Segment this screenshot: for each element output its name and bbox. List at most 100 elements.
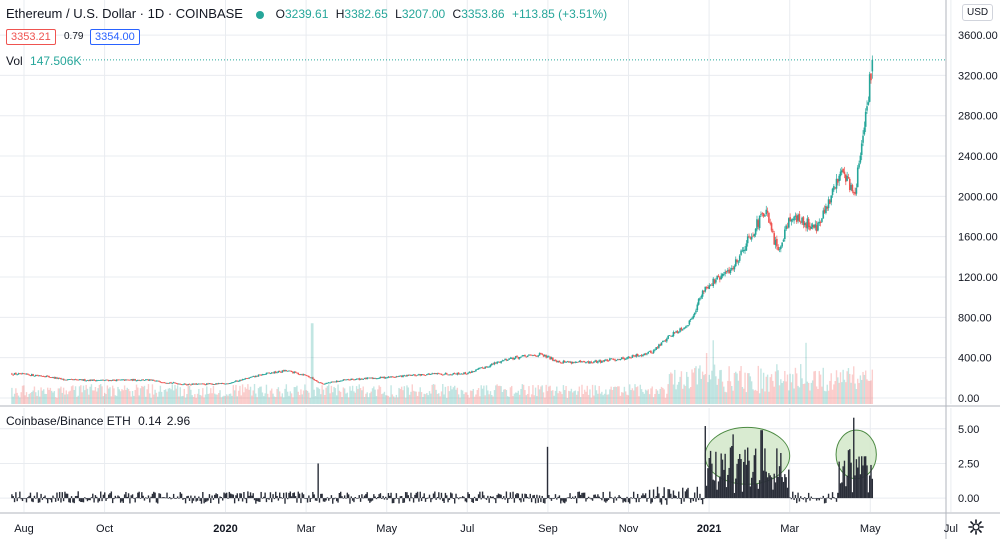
price-candle — [589, 361, 591, 364]
price-candle — [534, 355, 537, 357]
volume-bar — [792, 374, 794, 404]
volume-bar — [50, 390, 53, 404]
indicator-bar — [464, 498, 467, 502]
symbol-title[interactable]: Ethereum / U.S. Dollar · 1D · COINBASE O… — [6, 6, 607, 21]
price-candle — [711, 284, 713, 286]
price-candle — [239, 379, 241, 382]
price-candle — [294, 371, 297, 373]
indicator-bar — [406, 492, 408, 499]
price-candle — [659, 344, 661, 346]
indicator-bar — [186, 496, 188, 499]
price-candle — [109, 380, 111, 381]
volume-bar — [542, 392, 545, 404]
indicator-bar — [561, 498, 563, 501]
sell-price-button[interactable]: 3353.21 — [6, 29, 56, 45]
volume-bar — [711, 370, 713, 404]
price-candle — [12, 374, 15, 376]
indicator-bar — [491, 496, 493, 499]
spread-value: 0.79 — [64, 31, 84, 42]
price-candle — [219, 383, 221, 385]
indicator-bar — [260, 491, 262, 499]
time-axis-label: Oct — [96, 523, 113, 535]
volume-legend[interactable]: Vol 147.506K — [6, 54, 81, 68]
volume-bar — [186, 394, 188, 404]
price-candle — [858, 163, 860, 168]
indicator-bar — [35, 498, 37, 499]
volume-bar — [122, 390, 124, 404]
price-candle — [537, 355, 540, 357]
volume-bar — [752, 389, 754, 404]
volume-bar — [837, 377, 839, 404]
volume-bar — [483, 385, 485, 404]
price-candle — [703, 291, 705, 292]
indicator-bar — [662, 496, 664, 499]
indicator-bar — [268, 498, 270, 500]
volume-bar — [670, 372, 672, 404]
indicator-bar — [582, 492, 585, 499]
volume-bar — [428, 391, 431, 404]
price-candle — [58, 378, 61, 379]
price-candle — [508, 358, 510, 360]
volume-bar — [309, 397, 311, 404]
volume-bar — [64, 394, 66, 404]
volume-bar — [463, 394, 465, 404]
price-candle — [11, 373, 13, 375]
price-candle — [445, 373, 448, 375]
price-candle — [587, 361, 590, 364]
price-candle — [392, 376, 395, 378]
volume-bar — [424, 394, 427, 404]
price-candle — [388, 376, 391, 378]
indicator-bar — [518, 498, 521, 501]
volume-bar — [378, 385, 380, 404]
price-candle — [143, 380, 146, 381]
price-candle — [644, 353, 647, 355]
indicator-bar — [214, 494, 216, 499]
currency-button[interactable]: USD — [962, 4, 994, 21]
price-candle — [345, 379, 347, 381]
volume-bar — [172, 390, 175, 404]
indicator-bar — [810, 496, 813, 499]
indicator-bar — [664, 498, 667, 501]
price-candle — [268, 372, 270, 374]
price-candle — [288, 370, 290, 372]
volume-bar — [533, 395, 535, 404]
volume-bar — [744, 372, 746, 404]
price-candle — [821, 218, 823, 222]
price-candle — [736, 260, 738, 262]
indicator-legend[interactable]: Coinbase/Binance ETH 0.14 2.96 — [6, 414, 190, 428]
price-candle — [806, 218, 809, 229]
indicator-bar — [594, 494, 596, 499]
volume-bar — [480, 385, 482, 404]
volume-bar — [52, 392, 54, 404]
price-candle — [167, 382, 170, 384]
indicator-bar — [818, 498, 820, 501]
indicator-bar — [52, 495, 54, 499]
volume-bar — [765, 376, 767, 404]
indicator-bar — [504, 498, 506, 500]
price-candle — [708, 285, 711, 289]
price-candle — [643, 353, 646, 356]
volume-bar — [695, 366, 697, 404]
volume-bar — [491, 395, 493, 404]
indicator-value-1: 0.14 — [138, 414, 162, 428]
indicator-bar — [146, 498, 148, 499]
buy-price-button[interactable]: 3354.00 — [90, 29, 140, 45]
indicator-bar — [603, 498, 606, 502]
volume-bar — [439, 396, 441, 404]
price-candle — [497, 361, 500, 363]
indicator-bar — [16, 498, 18, 502]
volume-bar — [603, 393, 606, 404]
price-candle — [647, 351, 650, 354]
volume-bar — [15, 388, 17, 404]
volume-bar — [560, 391, 562, 404]
volume-bar — [850, 382, 852, 404]
indicator-bar — [671, 498, 673, 499]
price-candle — [578, 361, 581, 363]
indicator-bar — [476, 498, 478, 501]
indicator-bar — [613, 498, 615, 503]
settings-gear-icon[interactable] — [968, 519, 984, 535]
volume-bar — [819, 374, 822, 404]
volume-bar — [554, 390, 557, 404]
price-candle — [540, 352, 542, 354]
